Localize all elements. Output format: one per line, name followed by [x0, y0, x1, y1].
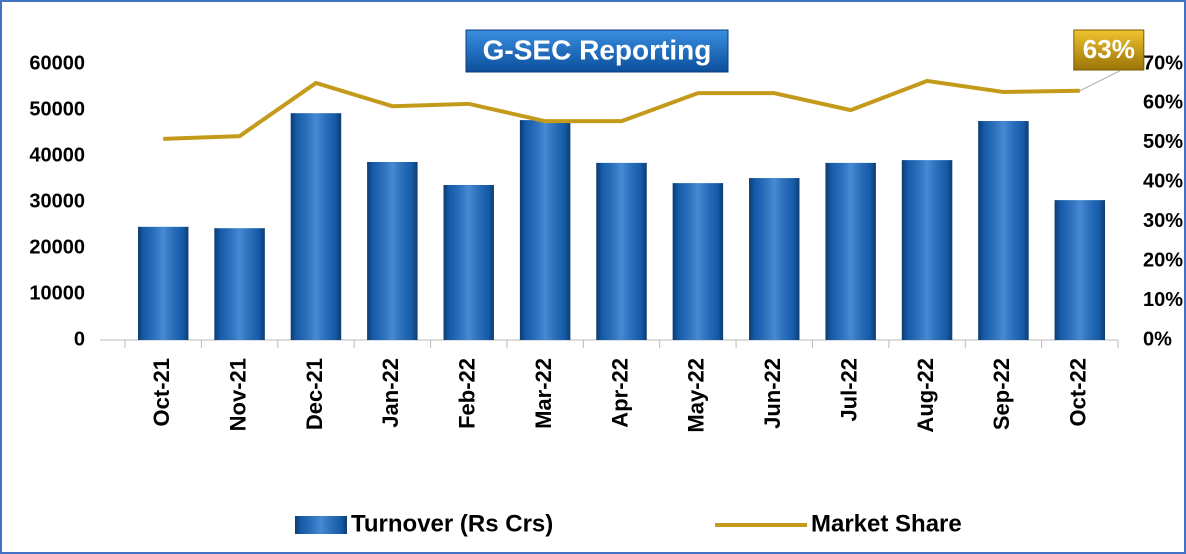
y-tick-label: 40000 [29, 144, 85, 166]
line [163, 78, 1080, 141]
y-tick-label: 0 [74, 328, 85, 350]
bar-shade [825, 162, 876, 340]
y-tick-label: 60000 [29, 52, 85, 74]
chart-title: G-SEC Reporting [483, 34, 712, 65]
x-tick-label: Apr-22 [607, 358, 632, 428]
legend-swatch-shade [295, 516, 347, 534]
leader-line [1079, 70, 1121, 92]
bar-shade [978, 121, 1029, 340]
y2-tick-label: 70% [1143, 52, 1183, 74]
legend-label: Turnover (Rs Crs) [351, 510, 553, 537]
x-tick-label: May-22 [684, 358, 709, 433]
bar-shade [137, 226, 189, 340]
y2-tick-label: 20% [1143, 249, 1183, 271]
y2-tick-label: 60% [1143, 92, 1183, 114]
y2-tick-label: 0% [1143, 328, 1172, 350]
x-tick-label: Dec-21 [302, 358, 327, 430]
y2-tick-label: 40% [1143, 171, 1183, 193]
x-tick-label: Sep-22 [989, 358, 1014, 430]
y2-tick-label: 10% [1143, 289, 1183, 311]
data-label-box [1073, 29, 1145, 71]
x-tick-label: Oct-22 [1066, 358, 1091, 426]
x-tick-label: Oct-21 [149, 358, 174, 426]
bar-shade [749, 178, 800, 340]
bar-shade [367, 161, 418, 340]
y2-tick-label: 50% [1143, 131, 1183, 153]
bar-shade [672, 183, 724, 340]
x-tick-label: Feb-22 [455, 358, 480, 429]
x-tick-label: Aug-22 [913, 358, 938, 433]
bar-shade [901, 160, 953, 340]
x-tick-label: Mar-22 [531, 358, 556, 429]
y2-tick-label: 30% [1143, 210, 1183, 232]
bar-shade [1054, 200, 1106, 340]
data-label: 63% [1083, 34, 1135, 64]
x-tick-label: Nov-21 [225, 358, 250, 431]
y-tick-label: 20000 [29, 236, 85, 258]
bar-shade [443, 184, 494, 340]
bar-shade [519, 120, 571, 341]
legend-label: Market Share [811, 510, 962, 537]
x-tick-label: Jul-22 [836, 358, 861, 422]
title-box [465, 29, 729, 73]
y-tick-label: 30000 [29, 190, 85, 212]
bar-shade [214, 228, 265, 340]
y-tick-label: 50000 [29, 98, 85, 120]
x-tick-label: Jun-22 [760, 358, 785, 429]
x-tick-label: Jan-22 [378, 358, 403, 428]
y-tick-label: 10000 [29, 282, 85, 304]
bar-shade [290, 113, 342, 340]
bar-shade [596, 162, 647, 340]
